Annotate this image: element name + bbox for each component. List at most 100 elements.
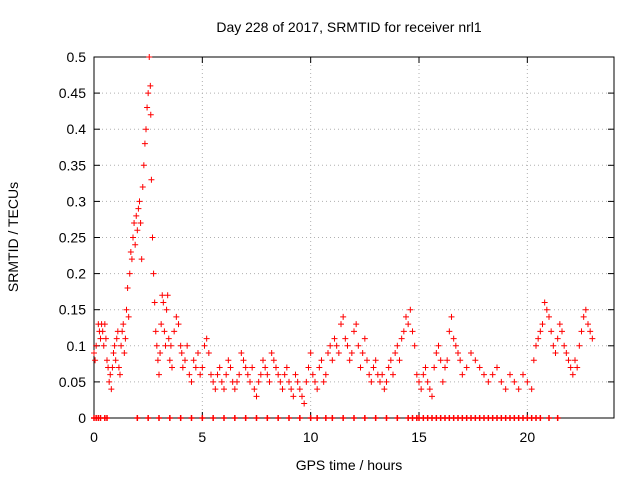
data-point (457, 357, 464, 364)
data-point (162, 342, 169, 349)
data-point (318, 357, 325, 364)
data-point (338, 321, 344, 328)
data-point (444, 357, 451, 364)
data-point (589, 335, 596, 342)
data-point (572, 357, 578, 364)
data-point (167, 342, 174, 349)
x-axis-label: GPS time / hours (296, 457, 403, 473)
data-point (146, 54, 153, 60)
data-point (582, 306, 589, 313)
data-point (351, 328, 357, 335)
data-point (422, 364, 429, 371)
data-point (288, 386, 295, 393)
data-point (390, 371, 396, 378)
data-point (279, 386, 286, 393)
data-point (242, 364, 249, 371)
data-point (361, 335, 368, 342)
data-point (325, 350, 331, 357)
data-point (138, 256, 145, 263)
data-point (253, 393, 260, 400)
data-point (468, 350, 474, 357)
data-point (190, 357, 197, 364)
data-point (205, 350, 212, 357)
data-point (91, 350, 97, 357)
data-point (132, 241, 139, 248)
data-point (450, 335, 457, 342)
data-point (115, 364, 122, 371)
data-point (238, 350, 245, 357)
data-point (251, 386, 258, 393)
data-point (147, 82, 154, 89)
y-tick-label: 0.2 (67, 266, 87, 282)
data-point (405, 321, 412, 328)
data-point (125, 313, 132, 320)
data-point (327, 342, 334, 349)
data-point (314, 386, 321, 393)
grid-lines (94, 57, 614, 418)
data-point (108, 386, 115, 393)
data-point (340, 313, 347, 320)
data-point (331, 335, 338, 342)
data-point (169, 364, 175, 371)
data-point (277, 378, 284, 385)
data-point-zero (296, 415, 303, 421)
data-point (539, 321, 546, 328)
data-point (385, 364, 392, 371)
data-point (270, 357, 277, 364)
data-point (216, 364, 223, 371)
data-point-zero (372, 415, 379, 421)
data-point (247, 378, 253, 385)
data-point (387, 357, 394, 364)
data-point (112, 357, 119, 364)
data-point (159, 292, 166, 299)
x-tick-label: 0 (90, 429, 98, 445)
data-point (307, 350, 314, 357)
data-point-zero (177, 415, 184, 421)
data-point-zero (188, 415, 195, 421)
data-point (424, 378, 431, 385)
x-tick-label: 20 (520, 429, 536, 445)
data-point-zero (329, 415, 336, 421)
data-point-zero (546, 415, 552, 421)
data-point (344, 342, 351, 349)
data-point (533, 342, 539, 349)
data-point (353, 321, 360, 328)
data-point (511, 378, 518, 385)
data-point (184, 342, 191, 349)
data-point (151, 299, 158, 306)
data-point (139, 183, 146, 190)
data-point (290, 393, 297, 400)
data-point (541, 299, 548, 306)
data-point (117, 371, 123, 378)
data-point (587, 328, 594, 335)
data-point (567, 364, 574, 371)
data-point (305, 364, 312, 371)
data-point-zero (156, 415, 162, 421)
data-point (333, 342, 340, 349)
y-tick-label: 0 (78, 410, 86, 426)
data-point (355, 342, 362, 349)
data-point (296, 386, 303, 393)
data-point (131, 220, 138, 227)
data-point (366, 371, 373, 378)
data-point (535, 335, 542, 342)
data-point (92, 357, 99, 364)
data-point-zero (221, 415, 227, 421)
data-point (93, 342, 100, 349)
data-point (97, 335, 104, 342)
data-point (370, 364, 377, 371)
data-point (413, 371, 420, 378)
data-point (262, 364, 269, 371)
data-point (164, 292, 171, 299)
data-point (312, 378, 318, 385)
data-point (346, 357, 353, 364)
data-point (234, 378, 240, 385)
data-point (292, 371, 299, 378)
data-point (335, 350, 342, 357)
data-point (268, 350, 275, 357)
data-point (530, 357, 537, 364)
data-point (135, 205, 142, 212)
data-point (214, 371, 221, 378)
data-point (303, 378, 310, 385)
data-point (227, 364, 234, 371)
